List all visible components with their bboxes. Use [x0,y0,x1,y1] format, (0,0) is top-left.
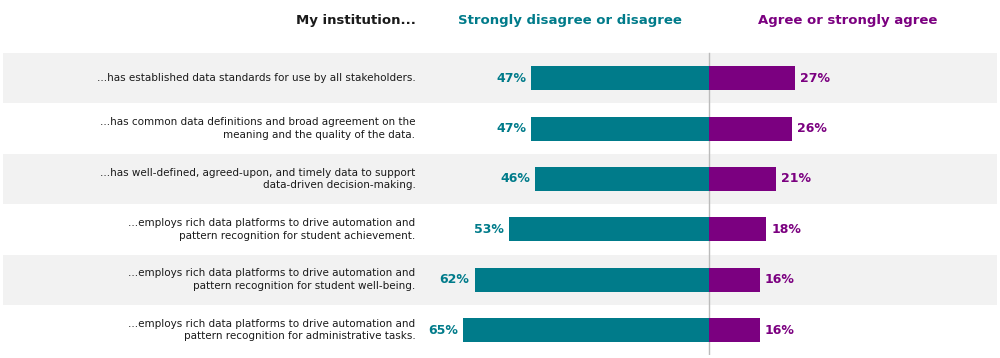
Bar [3,255,997,305]
Bar [531,66,709,90]
Text: My institution...: My institution... [296,14,415,27]
Text: 16%: 16% [765,273,795,286]
Bar [535,167,709,191]
Bar [3,154,997,204]
Text: 46%: 46% [500,173,530,185]
Text: ...has well-defined, agreed-upon, and timely data to support
data-driven decisio: ...has well-defined, agreed-upon, and ti… [100,168,415,190]
Text: 18%: 18% [771,223,801,236]
Text: 16%: 16% [765,324,795,337]
Text: ...employs rich data platforms to drive automation and
pattern recognition for s: ...employs rich data platforms to drive … [128,268,415,291]
Text: Agree or strongly agree: Agree or strongly agree [758,14,938,27]
Text: ...employs rich data platforms to drive automation and
pattern recognition for a: ...employs rich data platforms to drive … [128,319,415,342]
Text: 53%: 53% [474,223,504,236]
Bar [3,204,997,255]
Text: 47%: 47% [496,122,526,135]
Bar [3,53,997,103]
Bar [475,268,709,292]
Text: 26%: 26% [797,122,826,135]
Bar [709,167,776,191]
Bar [3,103,997,154]
Bar [3,305,997,355]
Text: Strongly disagree or disagree: Strongly disagree or disagree [458,14,682,27]
Bar [463,318,709,342]
Text: 21%: 21% [781,173,811,185]
Text: 47%: 47% [496,72,526,85]
Text: ...employs rich data platforms to drive automation and
pattern recognition for s: ...employs rich data platforms to drive … [128,218,415,241]
Bar [509,217,709,241]
Bar [709,268,760,292]
Text: ...has common data definitions and broad agreement on the
meaning and the qualit: ...has common data definitions and broad… [100,117,415,140]
Text: 62%: 62% [440,273,470,286]
Text: 65%: 65% [428,324,458,337]
Text: 27%: 27% [800,72,830,85]
Bar [709,117,792,141]
Bar [709,66,795,90]
Bar [709,318,760,342]
Text: ...has established data standards for use by all stakeholders.: ...has established data standards for us… [97,73,415,83]
Bar [709,217,766,241]
Bar [531,117,709,141]
